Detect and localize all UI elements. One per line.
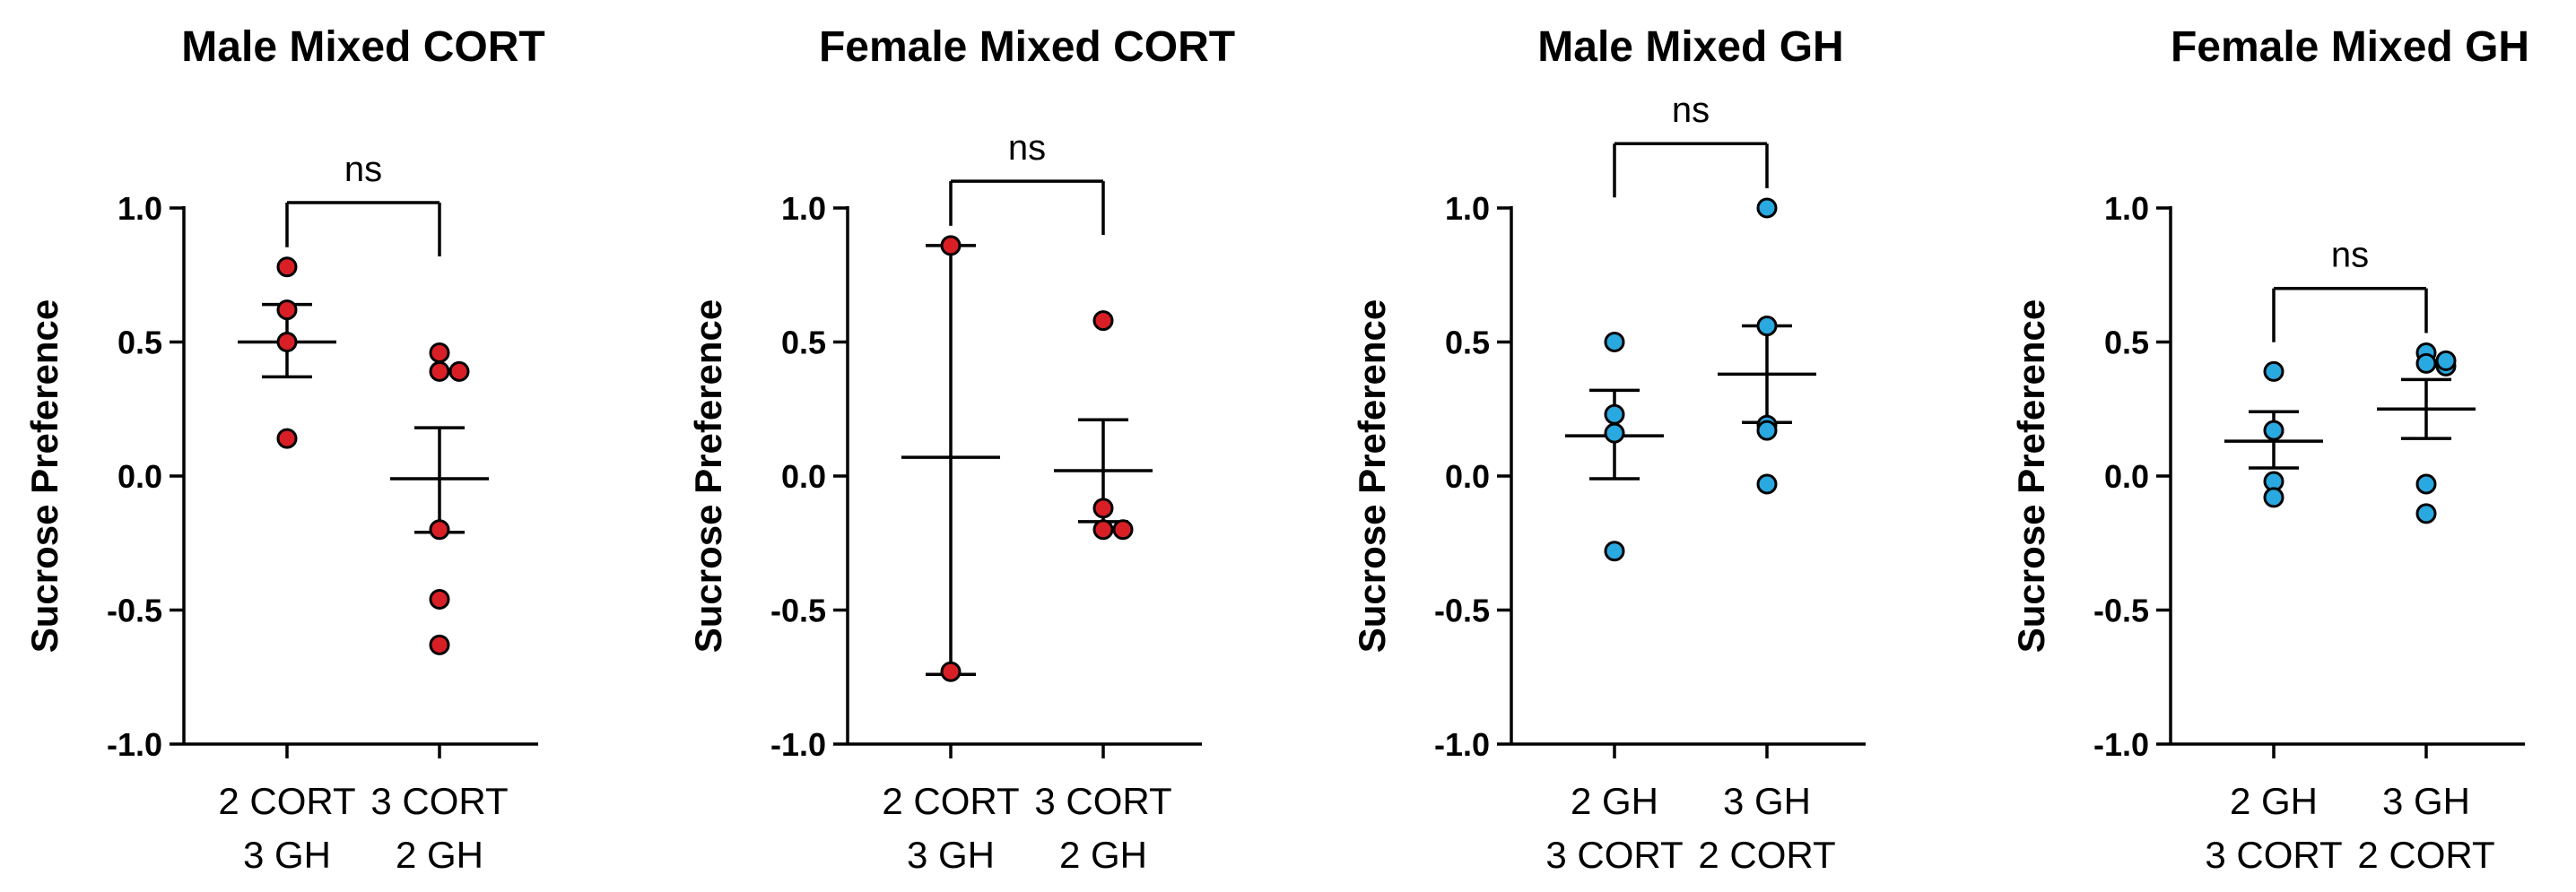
x-tick-label-line1: 3 CORT <box>370 780 508 822</box>
x-tick-label-line1: 3 GH <box>1723 780 1811 822</box>
y-tick-label: 0.0 <box>781 458 826 495</box>
y-tick-label: 1.0 <box>1445 190 1490 227</box>
chart-svg: Male Mixed CORT Sucrose Preference 1.0 0.5 0… <box>23 23 545 876</box>
significance-label: ns <box>2331 236 2369 275</box>
y-tick-label: 0.5 <box>781 325 826 361</box>
data-point <box>2263 420 2284 441</box>
chart-title: Male Mixed CORT <box>181 23 544 71</box>
data-point <box>2415 352 2437 374</box>
chart-title: Male Mixed GH <box>1537 23 1843 71</box>
y-tick-label: -0.5 <box>2093 593 2149 629</box>
chart-svg: Male Mixed GH Sucrose Preference 1.0 0.5 0.0… <box>1351 23 1866 876</box>
data-point <box>1756 316 1778 337</box>
y-tick-label: 0.0 <box>2104 458 2149 495</box>
y-axis-label: Sucrose Preference <box>2010 299 2052 654</box>
chart-panel-2: Female Mixed CORT Sucrose Preference 1.0 0.… <box>664 0 1251 892</box>
data-point <box>1604 403 1625 425</box>
x-tick-label-line1: 2 GH <box>1571 780 1658 822</box>
significance-label: ns <box>344 150 382 189</box>
y-axis-label: Sucrose Preference <box>687 299 729 654</box>
chart-title: Female Mixed GH <box>2171 23 2529 71</box>
y-tick-label: -0.5 <box>1434 593 1490 629</box>
y-tick-label: -1.0 <box>2093 726 2149 763</box>
data-point <box>1092 310 1114 332</box>
data-point <box>2263 487 2284 508</box>
y-tick-label: 0.5 <box>1445 325 1490 361</box>
x-tick-label-line2: 3 CORT <box>1545 834 1683 876</box>
y-tick-label: 1.0 <box>781 190 826 227</box>
y-tick-label: 0.0 <box>1445 458 1490 495</box>
chart-svg: Female Mixed GH Sucrose Preference 1.0 0.5 0… <box>2010 23 2529 876</box>
x-tick-label-line1: 3 CORT <box>1034 780 1171 822</box>
x-tick-label-line2: 2 CORT <box>1698 834 1835 876</box>
y-tick-label: -1.0 <box>770 726 826 763</box>
data-point <box>2435 350 2457 371</box>
data-point <box>429 342 450 363</box>
y-tick-label: 1.0 <box>2104 190 2149 227</box>
data-point <box>429 360 450 382</box>
data-point <box>1604 541 1625 562</box>
y-axis-label: Sucrose Preference <box>23 299 65 654</box>
significance-label: ns <box>1672 91 1710 130</box>
chart-panel-1: Male Mixed CORT Sucrose Preference 1.0 0.5 0… <box>0 0 587 892</box>
y-axis-label: Sucrose Preference <box>1351 299 1393 654</box>
x-tick-label-line2: 3 GH <box>907 834 995 876</box>
y-tick-label: -1.0 <box>107 726 162 763</box>
data-point <box>276 256 298 278</box>
x-tick-label-line1: 2 CORT <box>218 780 355 822</box>
significance-label: ns <box>1008 128 1046 168</box>
data-point <box>429 634 450 655</box>
chart-title: Female Mixed CORT <box>819 23 1235 71</box>
x-tick-label-line1: 2 GH <box>2230 780 2318 822</box>
data-point <box>1092 519 1114 541</box>
data-point <box>1604 332 1625 352</box>
data-point <box>429 519 450 541</box>
y-tick-label: -0.5 <box>770 593 826 629</box>
x-tick-label-line2: 2 GH <box>1059 834 1147 876</box>
x-tick-label-line1: 3 GH <box>2382 780 2470 822</box>
data-point <box>276 428 298 449</box>
y-tick-label: 0.5 <box>2104 325 2149 361</box>
y-tick-label: -0.5 <box>107 593 162 629</box>
data-point <box>1604 422 1625 444</box>
data-point <box>1756 420 1778 441</box>
x-tick-label-line2: 3 GH <box>243 834 331 876</box>
data-point <box>2415 503 2437 524</box>
x-tick-label-line2: 2 CORT <box>2357 834 2494 876</box>
y-tick-label: -1.0 <box>1434 726 1490 763</box>
data-point <box>276 332 298 352</box>
y-tick-label: 1.0 <box>117 190 162 227</box>
data-point <box>1756 473 1778 495</box>
data-point <box>2415 473 2437 495</box>
y-tick-label: 0.5 <box>117 325 162 361</box>
x-tick-label-line2: 2 GH <box>396 834 483 876</box>
data-point <box>1756 197 1778 219</box>
data-point <box>429 589 450 611</box>
chart-svg: Female Mixed CORT Sucrose Preference 1.0 0.… <box>687 23 1235 876</box>
x-tick-label-line2: 3 CORT <box>2205 834 2342 876</box>
data-point <box>1112 519 1134 541</box>
chart-panel-3: Male Mixed GH Sucrose Preference 1.0 0.5 0.0… <box>1327 0 1915 892</box>
data-point <box>940 235 962 256</box>
data-point <box>448 360 470 382</box>
data-point <box>2263 360 2284 382</box>
chart-panel-4: Female Mixed GH Sucrose Preference 1.0 0.5 0… <box>1987 0 2574 892</box>
data-point <box>276 299 298 321</box>
data-point <box>1092 498 1114 519</box>
x-tick-label-line1: 2 CORT <box>882 780 1019 822</box>
y-tick-label: 0.0 <box>117 458 162 495</box>
data-point <box>940 661 962 682</box>
